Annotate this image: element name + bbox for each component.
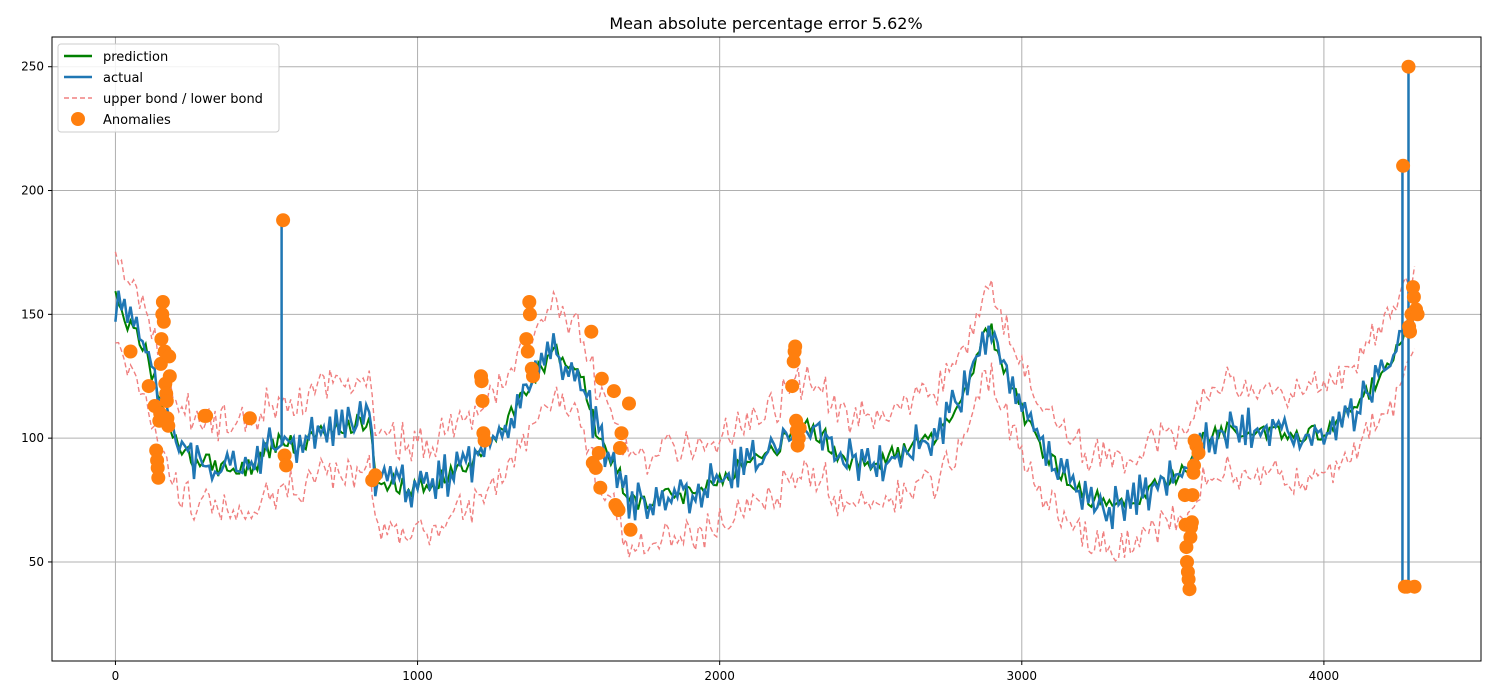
y-tick-label: 150 (21, 307, 44, 321)
anomaly-point (613, 441, 627, 455)
anomaly-markers (123, 59, 1425, 597)
anomaly-point (159, 394, 174, 408)
x-tick-label: 1000 (402, 669, 433, 683)
x-tick-label: 2000 (704, 669, 735, 683)
x-tick-label: 0 (112, 669, 120, 683)
x-tick-label: 3000 (1007, 669, 1038, 683)
anomaly-point (477, 433, 492, 448)
anomaly-point (155, 295, 170, 309)
chart-title: Mean absolute percentage error 5.62% (609, 14, 922, 33)
anomaly-point (151, 470, 166, 485)
legend-prediction-label: prediction (103, 50, 168, 65)
anomaly-point (162, 349, 177, 364)
anomaly-point (474, 374, 489, 389)
anomaly-point (788, 339, 803, 354)
anomaly-point (611, 503, 626, 517)
anomaly-point (588, 460, 603, 475)
actual-line (114, 290, 1416, 530)
legend-bonds-label: upper bond / lower bond (103, 92, 263, 107)
anomaly-point (614, 426, 629, 441)
legend-anomalies-label: Anomalies (103, 113, 171, 128)
anomaly-point (368, 468, 383, 483)
anomaly-point (150, 460, 165, 475)
anomaly-point (519, 332, 534, 347)
anomaly-point (593, 480, 608, 495)
x-tick-label: 4000 (1309, 669, 1340, 683)
anomaly-point (1396, 158, 1411, 173)
plot-frame (51, 36, 1482, 662)
anomaly-point (279, 458, 294, 473)
anomaly-point (242, 411, 257, 426)
anomaly-point (154, 332, 169, 347)
anomaly-point (123, 344, 138, 359)
anomaly-point (1185, 488, 1200, 503)
anomaly-point (1407, 579, 1422, 594)
anomaly-point (606, 384, 621, 399)
anomaly-point (1184, 515, 1199, 530)
anomaly-point (1406, 290, 1421, 304)
y-tick-label: 100 (21, 431, 44, 445)
x-axis: 0 1000 2000 3000 4000 (112, 661, 1340, 683)
anomaly-point (584, 324, 599, 339)
anomaly-point (1187, 458, 1201, 473)
anomaly-point (1410, 307, 1425, 322)
anomaly-point (522, 307, 537, 322)
y-tick-label: 50 (29, 555, 44, 569)
anomaly-point (276, 213, 291, 228)
anomaly-point (156, 314, 171, 329)
anomaly-point (161, 418, 176, 433)
anomaly-point (526, 369, 540, 384)
plot-lines (114, 66, 1416, 587)
anomaly-point (522, 295, 537, 309)
anomaly-point (623, 522, 638, 537)
anomaly-point (792, 421, 807, 436)
y-tick-label: 200 (21, 184, 44, 198)
prediction-line (114, 290, 1416, 511)
y-axis: 50 100 150 200 250 (21, 60, 52, 569)
y-tick-label: 250 (21, 60, 44, 74)
upper-bond-line (114, 251, 1416, 475)
anomaly-point (622, 396, 636, 411)
anomaly-point (162, 369, 177, 384)
lower-bond-line (115, 341, 1416, 562)
legend-anomalies-swatch (71, 112, 85, 126)
anomaly-point (475, 394, 490, 408)
anomaly-point (199, 408, 214, 423)
legend: prediction actual upper bond / lower bon… (57, 43, 280, 133)
anomaly-point (141, 379, 156, 394)
anomaly-point (1191, 446, 1206, 460)
anomaly-point (785, 379, 800, 394)
anomaly-point (520, 344, 535, 359)
anomaly-point (591, 446, 606, 460)
anomaly-point (1401, 59, 1416, 74)
anomaly-point (1182, 582, 1197, 597)
legend-box (57, 43, 280, 133)
anomaly-point (1183, 530, 1198, 545)
anomaly-point (1403, 324, 1417, 339)
legend-actual-label: actual (103, 71, 143, 86)
anomaly-point (594, 371, 609, 386)
